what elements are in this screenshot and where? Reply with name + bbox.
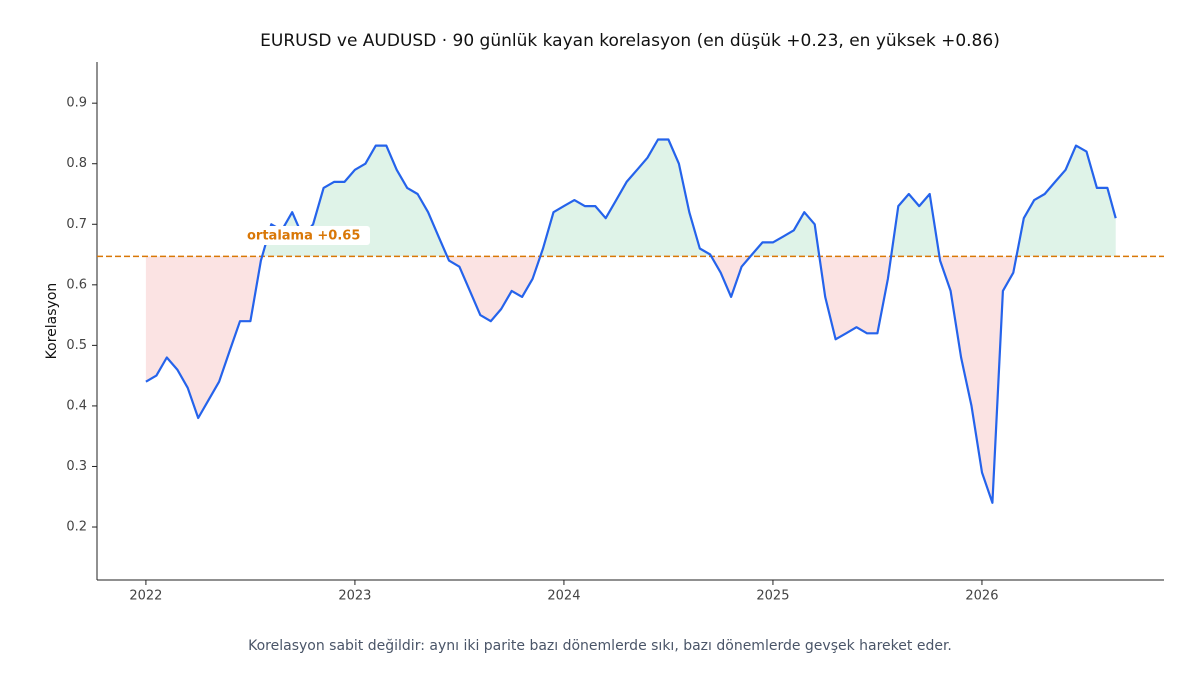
y-tick-label: 0.7 — [66, 217, 87, 232]
x-tick-label: 2024 — [547, 589, 580, 604]
footnote: Korelasyon sabit değildir: aynı iki pari… — [248, 638, 952, 654]
y-tick-label: 0.8 — [66, 156, 87, 171]
annotation-box — [244, 226, 370, 245]
x-tick-label: 2026 — [965, 589, 998, 604]
x-tick-label: 2025 — [756, 589, 789, 604]
y-axis-label: Korelasyon — [44, 283, 60, 360]
x-tick-label: 2022 — [129, 589, 162, 604]
y-tick-label: 0.3 — [66, 459, 87, 474]
area-above — [262, 139, 1116, 257]
mean-annotation: ortalama +0.65 — [247, 229, 360, 244]
area-below — [145, 256, 1116, 503]
y-tick-label: 0.9 — [66, 96, 87, 111]
chart-title: EURUSD ve AUDUSD · 90 günlük kayan korel… — [260, 31, 1000, 51]
x-tick-label: 2023 — [338, 589, 371, 604]
y-tick-label: 0.4 — [66, 398, 87, 413]
y-tick-label: 0.6 — [66, 277, 87, 292]
y-tick-label: 0.5 — [66, 338, 87, 353]
y-tick-label: 0.2 — [66, 520, 87, 535]
